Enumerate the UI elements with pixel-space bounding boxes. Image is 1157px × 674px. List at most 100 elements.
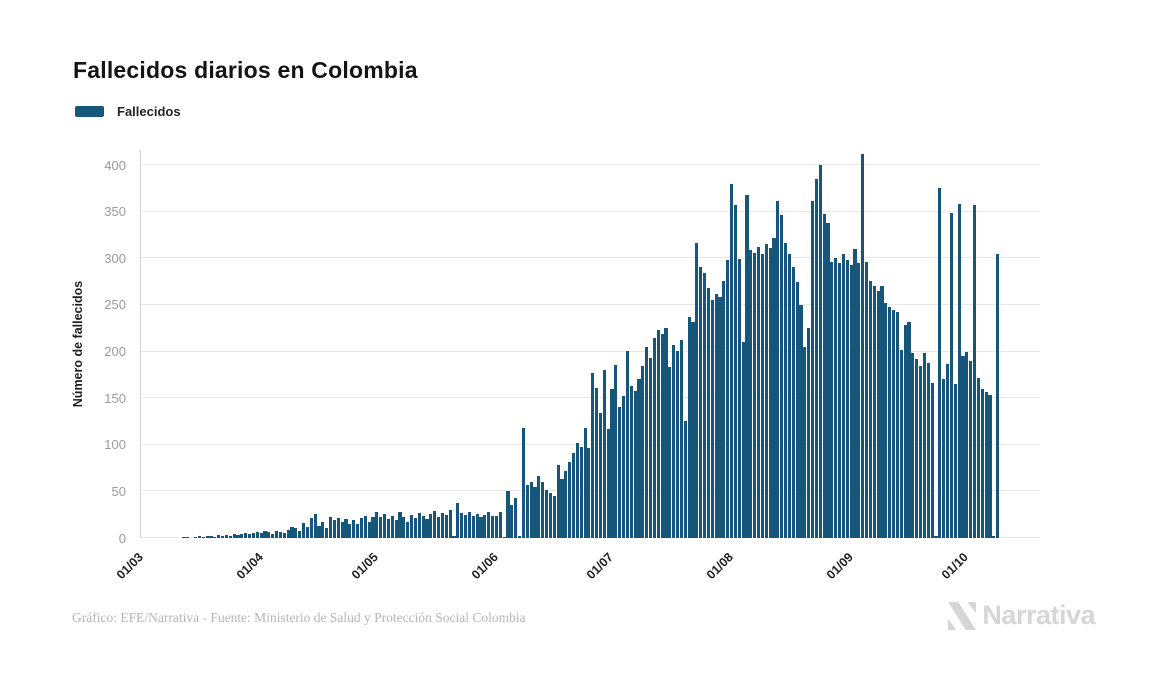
bar[interactable]: [822, 213, 826, 538]
bar[interactable]: [830, 261, 834, 538]
bar[interactable]: [448, 510, 452, 538]
bar[interactable]: [841, 253, 846, 538]
bar[interactable]: [776, 201, 780, 538]
bar[interactable]: [548, 493, 552, 538]
bar[interactable]: [332, 520, 336, 538]
bar[interactable]: [691, 321, 695, 538]
bar[interactable]: [228, 536, 232, 538]
bar[interactable]: [537, 476, 541, 538]
bar[interactable]: [953, 384, 957, 538]
bar[interactable]: [610, 388, 614, 538]
bar[interactable]: [406, 522, 410, 538]
bar[interactable]: [452, 536, 456, 538]
bar[interactable]: [355, 524, 360, 538]
bar[interactable]: [498, 511, 502, 538]
bar[interactable]: [379, 516, 383, 538]
bar[interactable]: [865, 261, 869, 538]
bar[interactable]: [614, 364, 618, 538]
legend-item-fallecidos[interactable]: Fallecidos: [75, 104, 181, 119]
bar[interactable]: [375, 511, 379, 538]
bar[interactable]: [668, 367, 672, 538]
bar[interactable]: [564, 470, 568, 538]
bar[interactable]: [244, 533, 248, 538]
bar[interactable]: [544, 490, 549, 538]
bar[interactable]: [965, 351, 969, 538]
bar[interactable]: [602, 370, 606, 538]
bar[interactable]: [768, 248, 772, 538]
bar[interactable]: [988, 395, 992, 538]
bar[interactable]: [413, 518, 417, 538]
bar[interactable]: [683, 421, 687, 538]
bar[interactable]: [818, 165, 822, 538]
bar[interactable]: [541, 482, 545, 538]
bar[interactable]: [834, 258, 838, 538]
bar[interactable]: [440, 512, 444, 538]
bar[interactable]: [460, 512, 464, 538]
bar[interactable]: [973, 205, 977, 538]
bar[interactable]: [263, 531, 267, 538]
bar[interactable]: [344, 519, 348, 538]
bar[interactable]: [382, 513, 387, 538]
bar[interactable]: [946, 363, 950, 538]
bar[interactable]: [425, 519, 429, 538]
bar[interactable]: [294, 527, 298, 538]
bar[interactable]: [733, 205, 738, 538]
bar[interactable]: [737, 259, 741, 538]
bar[interactable]: [907, 321, 911, 538]
bar[interactable]: [706, 288, 711, 538]
bar[interactable]: [317, 525, 321, 538]
bar[interactable]: [471, 515, 475, 538]
bar[interactable]: [957, 204, 961, 538]
bar[interactable]: [853, 248, 857, 538]
bar[interactable]: [274, 530, 279, 538]
bar[interactable]: [367, 522, 371, 538]
bar[interactable]: [247, 534, 252, 538]
bar[interactable]: [197, 536, 201, 538]
bar[interactable]: [193, 537, 198, 538]
bar[interactable]: [429, 513, 433, 538]
bar[interactable]: [479, 517, 483, 538]
bar[interactable]: [456, 502, 460, 538]
bar[interactable]: [664, 328, 668, 538]
bar[interactable]: [826, 222, 830, 538]
bar[interactable]: [533, 486, 537, 538]
bar[interactable]: [236, 535, 240, 538]
bar[interactable]: [298, 530, 302, 538]
bar[interactable]: [571, 453, 576, 538]
bar[interactable]: [849, 264, 853, 538]
bar[interactable]: [606, 428, 610, 538]
bar[interactable]: [568, 461, 572, 538]
bar[interactable]: [251, 533, 255, 538]
bar[interactable]: [560, 479, 564, 538]
bar[interactable]: [969, 360, 973, 538]
bar[interactable]: [799, 304, 803, 538]
bar[interactable]: [529, 482, 533, 538]
bar[interactable]: [186, 537, 190, 538]
bar[interactable]: [510, 505, 514, 538]
bar[interactable]: [587, 447, 591, 538]
bar[interactable]: [872, 286, 876, 538]
bar[interactable]: [622, 396, 626, 538]
bar[interactable]: [722, 280, 726, 538]
bar[interactable]: [583, 427, 587, 538]
bar[interactable]: [760, 253, 765, 538]
bar[interactable]: [787, 253, 792, 538]
bar[interactable]: [911, 353, 915, 538]
bar[interactable]: [409, 514, 414, 538]
bar[interactable]: [656, 330, 660, 538]
bar[interactable]: [502, 537, 506, 538]
bar[interactable]: [552, 496, 556, 538]
bar[interactable]: [205, 536, 209, 538]
bar[interactable]: [286, 529, 290, 538]
bar[interactable]: [772, 237, 776, 538]
bar[interactable]: [398, 511, 402, 538]
bar[interactable]: [764, 244, 768, 538]
bar[interactable]: [467, 511, 471, 538]
bar[interactable]: [814, 179, 819, 538]
bar[interactable]: [220, 536, 225, 538]
bar[interactable]: [255, 532, 259, 538]
bar[interactable]: [699, 266, 703, 538]
bar[interactable]: [217, 535, 221, 538]
bar[interactable]: [463, 514, 468, 538]
bar[interactable]: [730, 183, 734, 538]
